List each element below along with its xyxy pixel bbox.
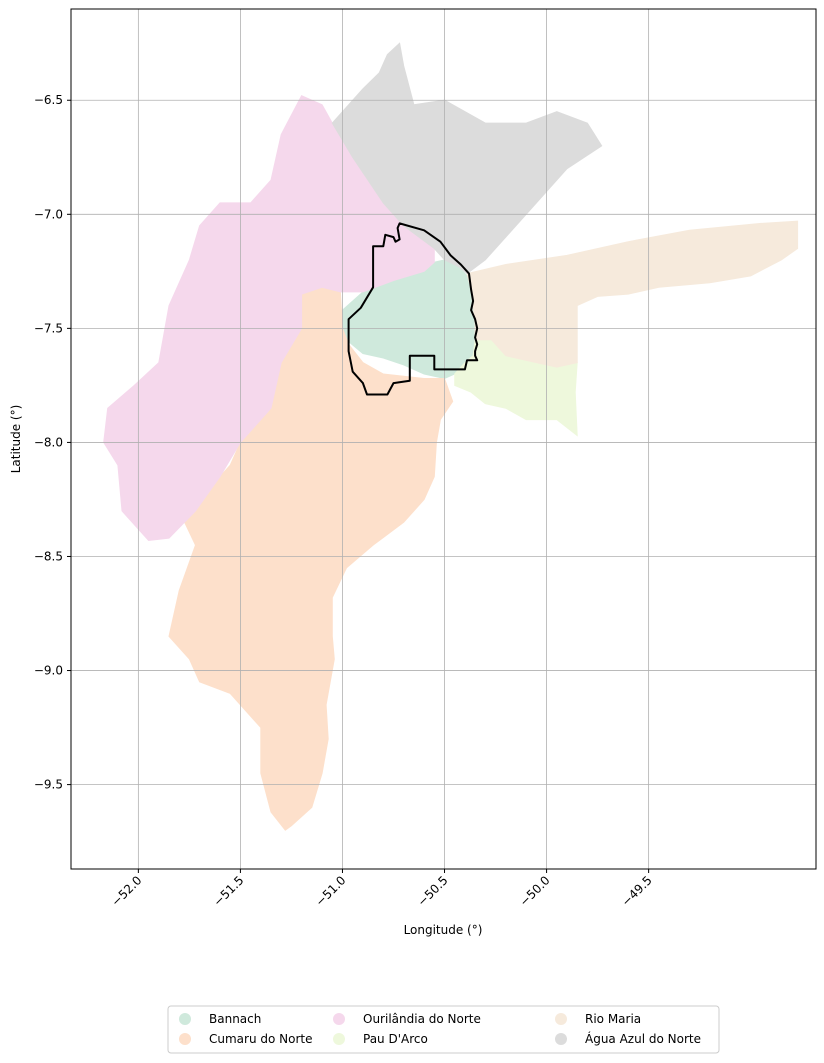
- legend-marker-2: [333, 1013, 345, 1025]
- axes-frame: [70, 8, 817, 870]
- x-tick-label-4: −50.0: [517, 873, 553, 909]
- legend-entry-3: Pau D'Arco: [333, 1032, 428, 1046]
- legend-label-4: Rio Maria: [585, 1012, 641, 1026]
- region-4: [466, 220, 799, 368]
- x-axis-title: Longitude (°): [404, 923, 483, 937]
- legend: Bannach Cumaru do Norte Ourilândia do Nort…: [167, 1005, 720, 1054]
- y-tick-label-4: −8.5: [34, 549, 63, 563]
- legend-marker-4: [555, 1013, 567, 1025]
- highlight-outline: [347, 222, 479, 396]
- x-tick-label-3: −50.5: [415, 873, 451, 909]
- grid-overlay: [71, 9, 816, 869]
- y-tick-label-1: −7.0: [34, 207, 63, 221]
- legend-label-3: Pau D'Arco: [363, 1032, 428, 1046]
- x-tick-label-5: −49.5: [619, 873, 655, 909]
- x-tick-label-0: −52.0: [109, 873, 145, 909]
- legend-entry-1: Cumaru do Norte: [179, 1032, 313, 1046]
- legend-marker-5: [555, 1033, 567, 1045]
- legend-frame: [167, 1005, 720, 1054]
- legend-marker-3: [333, 1033, 345, 1045]
- x-tick-label-1: −51.5: [211, 873, 247, 909]
- legend-label-0: Bannach: [209, 1012, 261, 1026]
- legend-entry-4: Rio Maria: [555, 1012, 641, 1026]
- legend-marker-1: [179, 1033, 191, 1045]
- legend-marker-0: [179, 1013, 191, 1025]
- legend-label-1: Cumaru do Norte: [209, 1032, 313, 1046]
- y-tick-label-2: −7.5: [34, 321, 63, 335]
- legend-entry-2: Ourilândia do Norte: [333, 1012, 481, 1026]
- y-tick-label-3: −8.0: [34, 435, 63, 449]
- x-tick-label-2: −51.0: [313, 873, 349, 909]
- y-tick-label-0: −6.5: [34, 93, 63, 107]
- y-tick-label-5: −9.0: [34, 664, 63, 678]
- region-5: [331, 42, 603, 275]
- y-tick-label-6: −9.5: [34, 778, 63, 792]
- legend-entry-0: Bannach: [179, 1012, 261, 1026]
- municipality-regions: [103, 42, 799, 831]
- legend-label-5: Água Azul do Norte: [585, 1031, 701, 1046]
- legend-entry-5: Água Azul do Norte: [555, 1031, 701, 1046]
- highlight-boundary: [347, 222, 479, 396]
- y-axis-title: Latitude (°): [9, 405, 23, 474]
- legend-label-2: Ourilândia do Norte: [363, 1012, 481, 1026]
